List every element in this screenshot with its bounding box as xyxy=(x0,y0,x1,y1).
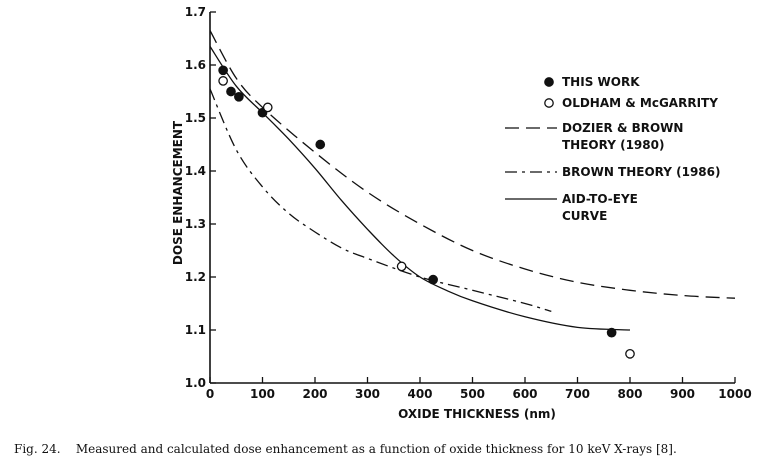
this-work-point xyxy=(606,327,617,338)
plot-frame xyxy=(209,12,735,384)
x-tick-label: 200 xyxy=(302,387,327,401)
legend-open-marker xyxy=(544,98,554,108)
y-tick-label: 1.4 xyxy=(185,164,206,178)
legend-label: THIS WORK xyxy=(562,75,640,89)
this-work-point xyxy=(315,139,326,150)
y-tick-label: 1.5 xyxy=(185,111,206,125)
legend-label: DOZIER & BROWN xyxy=(562,121,683,135)
y-tick-label: 1.7 xyxy=(185,5,206,19)
this-work-point xyxy=(226,86,236,97)
legend-filled-marker xyxy=(544,77,554,87)
legend-label: AID-TO-EYE xyxy=(562,192,638,206)
this-work-point xyxy=(218,65,228,76)
curve-layer xyxy=(209,30,736,331)
x-tick-label: 500 xyxy=(460,387,485,401)
x-tick-label: 0 xyxy=(206,387,214,401)
axis-tick-labels: 0 100 200 300 400 500 600 700 800 900 1000 1.0 1.1 1.… xyxy=(185,5,752,401)
x-tick-label: 700 xyxy=(565,387,590,401)
legend-label: CURVE xyxy=(562,209,607,223)
legend: THIS WORK OLDHAM & McGARRITY DOZIER & BROW… xyxy=(505,75,721,223)
dashed-curve xyxy=(209,30,736,299)
this-work-point xyxy=(428,274,438,285)
legend-label: BROWN THEORY (1986) xyxy=(562,165,721,179)
y-tick-label: 1.3 xyxy=(185,217,206,231)
y-tick-label: 1.6 xyxy=(185,58,206,72)
legend-item: OLDHAM & McGARRITY xyxy=(544,96,718,110)
legend-label: THEORY (1980) xyxy=(562,138,664,152)
x-axis-label: OXIDE THICKNESS (nm) xyxy=(398,407,556,421)
x-tick-label: 100 xyxy=(250,387,275,401)
x-tick-label: 800 xyxy=(617,387,642,401)
figure-caption: Fig. 24. Measured and calculated dose en… xyxy=(14,442,677,456)
legend-item: BROWN THEORY (1986) xyxy=(505,165,721,179)
legend-item: THIS WORK xyxy=(544,75,640,89)
legend-item: DOZIER & BROWN THEORY (1980) xyxy=(505,121,683,152)
x-tick-label: 600 xyxy=(512,387,537,401)
oldham-mcgarrity-point xyxy=(218,76,228,86)
oldham-mcgarrity-point xyxy=(396,261,407,272)
this-work-point xyxy=(234,91,244,102)
x-tick-label: 300 xyxy=(355,387,380,401)
legend-label: OLDHAM & McGARRITY xyxy=(562,96,718,110)
legend-item: AID-TO-EYE CURVE xyxy=(505,192,638,223)
axis-ticks xyxy=(209,11,736,384)
oldham-mcgarrity-point xyxy=(625,348,635,359)
y-tick-label: 1.2 xyxy=(185,270,206,284)
point-layer xyxy=(218,65,635,359)
oldham-mcgarrity-point xyxy=(262,102,273,113)
x-tick-label: 400 xyxy=(407,387,432,401)
x-tick-label: 900 xyxy=(670,387,695,401)
y-axis-label: DOSE ENHANCEMENT xyxy=(171,120,185,265)
x-tick-label: 1000 xyxy=(718,387,751,401)
y-tick-label: 1.0 xyxy=(185,376,206,390)
y-tick-label: 1.1 xyxy=(185,323,206,337)
